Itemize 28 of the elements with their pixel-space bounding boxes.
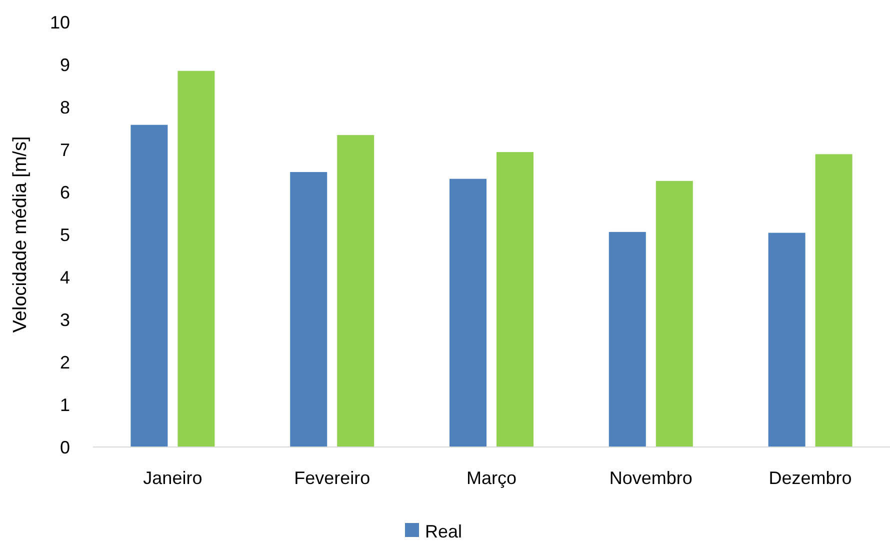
x-tick-label: Novembro bbox=[609, 468, 692, 488]
x-tick-label: Março bbox=[466, 468, 517, 488]
y-axis-title: Velocidade média [m/s] bbox=[10, 136, 31, 333]
bar bbox=[337, 135, 374, 447]
y-tick-label: 2 bbox=[60, 352, 70, 372]
bar bbox=[496, 152, 534, 447]
y-tick-label: 1 bbox=[60, 394, 70, 415]
y-tick-label: 4 bbox=[60, 267, 70, 288]
y-tick-label: 10 bbox=[50, 12, 70, 32]
x-tick-label: Dezembro bbox=[768, 468, 852, 488]
bar bbox=[656, 180, 693, 447]
y-tick-label: 3 bbox=[60, 310, 70, 330]
bar bbox=[815, 154, 852, 447]
x-tick-label: Janeiro bbox=[143, 468, 202, 488]
y-tick-label: 0 bbox=[60, 437, 70, 458]
y-tick-label: 6 bbox=[60, 182, 70, 202]
bar bbox=[450, 178, 486, 447]
y-tick-label: 5 bbox=[60, 224, 70, 245]
bar bbox=[290, 172, 328, 447]
bar bbox=[608, 232, 646, 447]
bar bbox=[768, 232, 806, 447]
legend-label: Real bbox=[425, 521, 462, 542]
x-tick-label: Fevereiro bbox=[294, 468, 370, 488]
bar bbox=[178, 70, 215, 447]
y-tick-label: 9 bbox=[60, 54, 70, 75]
y-tick-label: 8 bbox=[60, 97, 70, 118]
bar bbox=[130, 124, 168, 447]
y-tick-label: 7 bbox=[60, 140, 70, 160]
